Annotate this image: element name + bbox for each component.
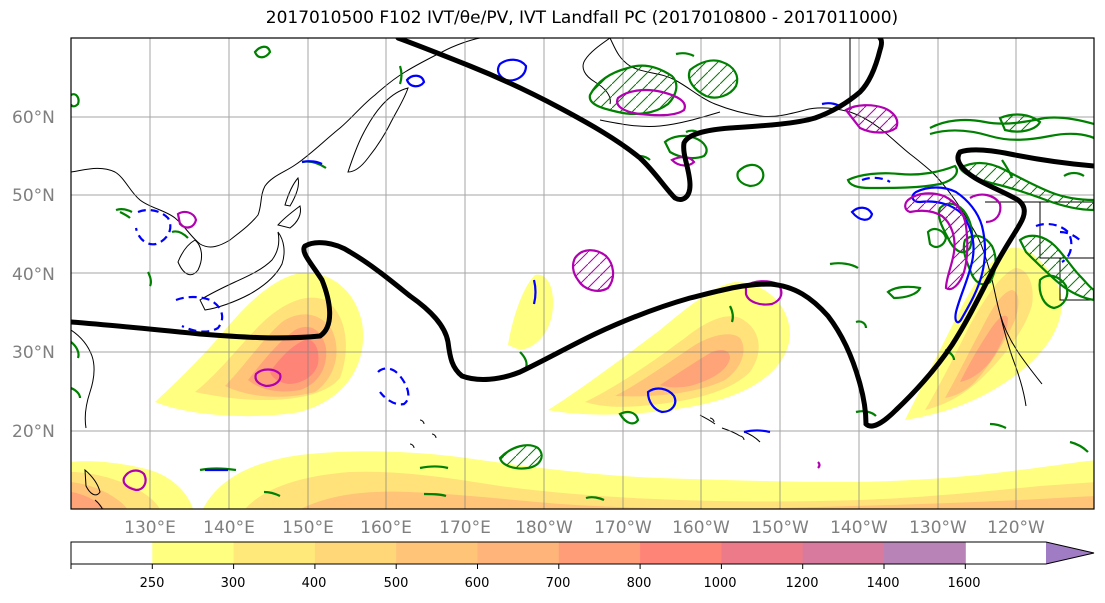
- lon-label-160w: 160°W: [672, 518, 730, 538]
- lon-label-160e: 160°E: [360, 518, 412, 538]
- colorbar-ticks: [70, 564, 966, 569]
- cb-label-800: 800: [627, 576, 652, 591]
- map-frame: [70, 37, 1095, 510]
- islands: [409, 417, 745, 449]
- map-title: 2017010500 F102 IVT/θe/PV, IVT Landfall …: [265, 8, 899, 28]
- cb-label-600: 600: [465, 576, 490, 591]
- longitude-labels: 130°E 140°E 150°E 160°E 170°E 180°W 170°…: [124, 518, 1045, 538]
- colorbar-cell: [640, 542, 722, 564]
- colorbar-cell: [396, 542, 478, 564]
- lon-label-120w: 120°W: [987, 518, 1045, 538]
- cb-label-250: 250: [140, 576, 165, 591]
- lat-label-30: 30°N: [12, 343, 55, 363]
- lon-label-170w: 170°W: [594, 518, 652, 538]
- lon-label-140e: 140°E: [203, 518, 255, 538]
- colorbar: 250 300 400 500 600 700 800 1000 1200 14…: [70, 541, 1095, 591]
- cb-label-300: 300: [221, 576, 246, 591]
- colorbar-extend-arrow: [1046, 542, 1094, 564]
- lon-label-140w: 140°W: [830, 518, 888, 538]
- cb-label-1600: 1600: [947, 576, 980, 591]
- colorbar-outline: [70, 541, 1095, 565]
- lat-label-50: 50°N: [12, 186, 55, 206]
- colorbar-cell: [71, 542, 153, 564]
- cb-label-1200: 1200: [785, 576, 818, 591]
- colorbar-cell: [152, 542, 235, 564]
- lon-label-130w: 130°W: [909, 518, 967, 538]
- latitude-labels: 60°N 50°N 40°N 30°N 20°N: [12, 108, 55, 442]
- cb-label-1000: 1000: [703, 576, 736, 591]
- lat-label-60: 60°N: [12, 108, 55, 128]
- cb-label-500: 500: [384, 576, 409, 591]
- colorbar-cell: [314, 542, 397, 564]
- colorbar-cell: [233, 542, 316, 564]
- colorbar-cell: [884, 542, 966, 564]
- cb-label-700: 700: [546, 576, 571, 591]
- lon-label-180w: 180°W: [515, 518, 573, 538]
- lat-label-40: 40°N: [12, 265, 55, 285]
- colorbar-cell: [558, 542, 641, 564]
- colorbar-labels: 250 300 400 500 600 700 800 1000 1200 14…: [140, 576, 981, 591]
- cb-label-1400: 1400: [866, 576, 899, 591]
- lon-label-170e: 170°E: [439, 518, 491, 538]
- colorbar-cells: [71, 542, 966, 564]
- colorbar-cell: [721, 542, 804, 564]
- pv-contours: [71, 45, 1094, 501]
- colorbar-cell: [477, 542, 560, 564]
- landfall-pc-contour: [71, 38, 1094, 429]
- lon-label-150w: 150°W: [751, 518, 809, 538]
- lon-label-130e: 130°E: [124, 518, 176, 538]
- lon-label-150e: 150°E: [282, 518, 334, 538]
- ivt-shading: [71, 247, 1094, 509]
- colorbar-cell: [802, 542, 885, 564]
- cb-label-400: 400: [302, 576, 327, 591]
- pv-extra-contours: [122, 88, 1002, 492]
- lat-label-20: 20°N: [12, 422, 55, 442]
